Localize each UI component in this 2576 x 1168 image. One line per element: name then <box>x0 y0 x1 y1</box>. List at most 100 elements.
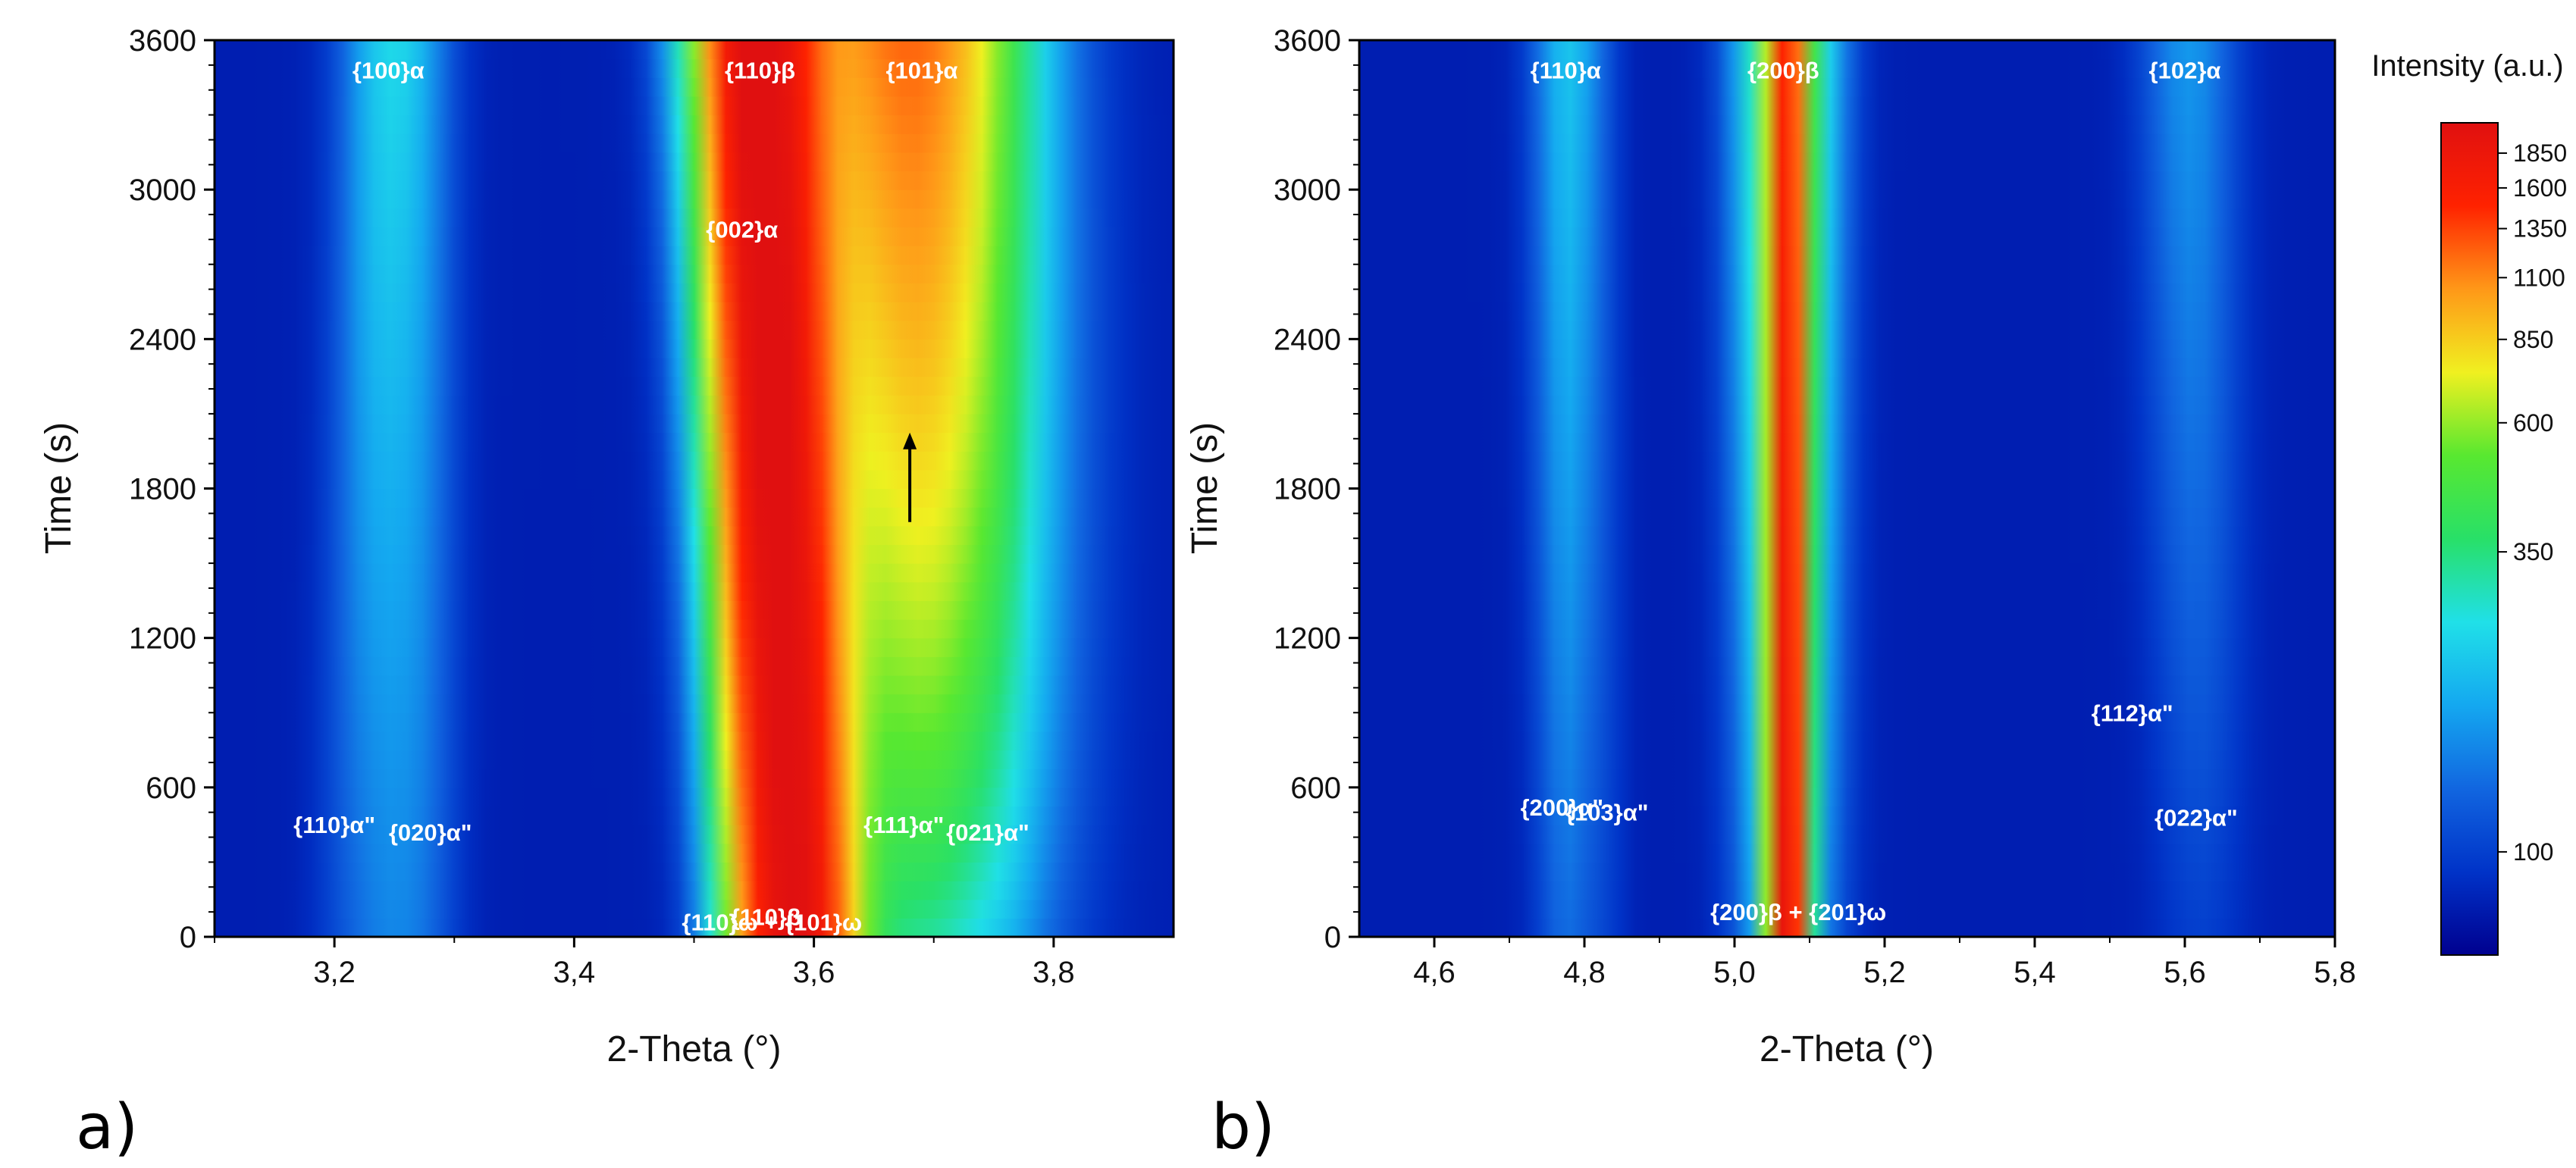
heatmap-row <box>1359 712 2335 732</box>
annotation-label: {110}ω + {101}ω <box>682 909 862 935</box>
heatmap-row <box>215 133 1174 153</box>
heatmap-row <box>1359 806 2335 825</box>
annotation-label: {002}α <box>706 217 778 243</box>
heatmap-row <box>215 96 1174 116</box>
heatmap-row <box>1359 246 2335 265</box>
x-tick-label: 4,6 <box>1413 956 1456 989</box>
heatmap-b <box>1359 40 2335 938</box>
heatmap-row <box>1359 320 2335 340</box>
heatmap-row <box>215 750 1174 769</box>
heatmap-row <box>1359 152 2335 172</box>
heatmap-row <box>1359 862 2335 881</box>
y-tick-label: 1200 <box>1274 622 1341 656</box>
y-axis-title-a: Time (s) <box>39 422 79 554</box>
y-tick-label: 1200 <box>129 622 196 656</box>
x-tick-label: 5,2 <box>1863 956 1906 989</box>
heatmap-row <box>215 152 1174 172</box>
heatmap-row <box>1359 675 2335 695</box>
heatmap-row <box>1359 787 2335 807</box>
annotation-label: {102}α <box>2149 57 2221 83</box>
heatmap-row <box>1359 600 2335 620</box>
panel-b: 4,6 4,8 5,0 5,2 5,4 5,6 5,8 0 600 1200 1800 2400 300… <box>1185 24 2356 1163</box>
heatmap-row <box>215 619 1174 639</box>
heatmap-row <box>215 731 1174 751</box>
x-tick-label: 4,8 <box>1563 956 1606 989</box>
heatmap-row <box>215 58 1174 78</box>
annotation-label: {020}α" <box>389 819 472 846</box>
heatmap-row <box>1359 694 2335 713</box>
y-tick-label: 600 <box>1290 772 1341 805</box>
y-axis-title-b: Time (s) <box>1185 422 1225 554</box>
axis-ticks-a: 3,2 3,4 3,6 3,8 0 600 1200 1800 2400 3000 3600 <box>129 24 1075 989</box>
heatmap-row <box>215 432 1174 452</box>
heatmap-row <box>1359 899 2335 919</box>
heatmap-row <box>1359 302 2335 321</box>
annotation-label: {100}α <box>353 57 425 83</box>
heatmap-row <box>215 525 1174 546</box>
heatmap-row <box>1359 96 2335 116</box>
heatmap-row <box>1359 656 2335 676</box>
heatmap-row <box>215 507 1174 527</box>
heatmap-row <box>215 769 1174 788</box>
heatmap-row <box>1359 432 2335 452</box>
y-tick-label: 0 <box>180 921 196 954</box>
heatmap-row <box>215 544 1174 564</box>
y-tick-label: 600 <box>146 772 196 805</box>
heatmap-row <box>215 339 1174 359</box>
colorbar-tick-label: 1100 <box>2513 264 2565 291</box>
heatmap-row <box>1359 58 2335 78</box>
heatmap-row <box>215 451 1174 471</box>
heatmap-row <box>215 637 1174 657</box>
heatmap-row <box>1359 114 2335 134</box>
annotation-label: {110}β <box>731 904 801 931</box>
heatmap-row <box>215 114 1174 134</box>
x-tick-label: 5,8 <box>2314 956 2356 989</box>
heatmap-row <box>1359 357 2335 377</box>
heatmap-row <box>1359 619 2335 639</box>
colorbar-tick-label: 1350 <box>2513 215 2567 243</box>
heatmap-row <box>1359 77 2335 97</box>
heatmap-row <box>215 712 1174 732</box>
x-tick-label: 3,6 <box>793 956 835 989</box>
x-tick-label: 5,4 <box>2013 956 2056 989</box>
annotation-label: {021}α" <box>946 819 1029 846</box>
heatmap-row <box>215 171 1174 190</box>
x-axis-title-a: 2-Theta (°) <box>607 1029 782 1069</box>
heatmap-row <box>215 208 1174 228</box>
y-tick-label: 3600 <box>129 24 196 58</box>
annotation-label: {200}α" <box>1520 794 1603 821</box>
heatmap-row <box>1359 376 2335 396</box>
x-tick-label: 3,2 <box>313 956 356 989</box>
heatmap-row <box>215 227 1174 246</box>
annotations-b: {110}α {200}β {102}α {200}α"{103}α" {200}β +… <box>1520 57 2237 925</box>
y-tick-label: 0 <box>1324 921 1341 954</box>
heatmap-row <box>215 825 1174 844</box>
heatmap-row <box>1359 563 2335 583</box>
axis-ticks-b: 4,6 4,8 5,0 5,2 5,4 5,6 5,8 0 600 1200 1800 2400 300… <box>1274 24 2356 989</box>
heatmap-row <box>1359 264 2335 283</box>
heatmap-row <box>1359 488 2335 508</box>
heatmap-row <box>1359 451 2335 471</box>
colorbar-tick-label: 350 <box>2513 538 2553 565</box>
heatmap-row <box>215 488 1174 508</box>
heatmap-row <box>215 862 1174 881</box>
annotation-label: {111}α" <box>863 812 944 838</box>
heatmap-row <box>215 563 1174 583</box>
heatmap-row <box>1359 769 2335 788</box>
annotation-label: {110}β <box>725 57 795 83</box>
panel-a: 3,2 3,4 3,6 3,8 0 600 1200 1800 2400 3000 3600 {10… <box>39 24 1175 1163</box>
colorbar-tick-label: 850 <box>2513 326 2553 353</box>
heatmap-a <box>215 40 1174 938</box>
y-tick-label: 1800 <box>129 473 196 506</box>
heatmap-row <box>215 246 1174 265</box>
heatmap-row <box>1359 581 2335 601</box>
heatmap-row <box>215 283 1174 302</box>
colorbar-gradient <box>2440 122 2499 956</box>
heatmap-row <box>1359 525 2335 546</box>
y-tick-label: 3000 <box>129 174 196 207</box>
heatmap-row <box>1359 339 2335 359</box>
x-axis-title-b: 2-Theta (°) <box>1760 1029 1934 1069</box>
heatmap-row <box>215 600 1174 620</box>
heatmap-row <box>215 675 1174 695</box>
heatmap-row <box>1359 40 2335 60</box>
